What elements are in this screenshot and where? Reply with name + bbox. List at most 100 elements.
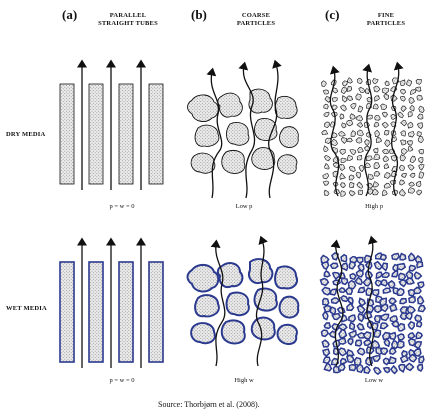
fine-particle xyxy=(364,139,370,146)
fine-particles-dry xyxy=(321,77,425,197)
fine-particle xyxy=(405,277,415,285)
fine-particle xyxy=(400,130,406,137)
fine-particle xyxy=(407,164,415,171)
fine-particle xyxy=(391,269,399,278)
fine-particle xyxy=(407,252,416,262)
fine-particle xyxy=(357,286,366,294)
fine-particle xyxy=(328,330,337,339)
fine-particle xyxy=(358,297,367,307)
fine-particle xyxy=(348,321,356,331)
fine-particle xyxy=(363,339,373,346)
fine-particle xyxy=(355,269,364,278)
flow-arrows-tubes-wet xyxy=(77,237,146,368)
fine-particle xyxy=(322,89,329,95)
row-label-wet: WET MEDIA xyxy=(6,305,47,312)
panel-title-a-line1: PARALLEL xyxy=(109,12,147,19)
fine-particle xyxy=(404,312,413,321)
fine-particle xyxy=(410,89,416,95)
fine-particle xyxy=(373,162,381,170)
fine-particle xyxy=(381,122,389,129)
fine-particle xyxy=(399,252,407,261)
fine-particle xyxy=(409,104,415,112)
fine-particle xyxy=(348,174,355,181)
fine-particle xyxy=(346,85,353,92)
fine-particle xyxy=(399,79,406,86)
fine-particle xyxy=(323,362,333,372)
fine-particle xyxy=(365,88,370,95)
fine-particle xyxy=(348,165,356,172)
fine-particle xyxy=(417,113,424,120)
fine-particle xyxy=(373,153,381,161)
fine-particle xyxy=(408,296,416,304)
fine-particle xyxy=(412,286,422,295)
fine-particle xyxy=(331,271,341,280)
fine-particle xyxy=(331,252,339,261)
fine-particle xyxy=(415,86,422,92)
fine-particle xyxy=(408,264,417,272)
fine-particle xyxy=(339,357,348,365)
flow-paths-coarse-wet xyxy=(210,235,268,367)
fine-particle xyxy=(337,337,347,345)
fine-particle xyxy=(322,356,331,365)
fine-particle xyxy=(373,305,383,314)
fine-particle xyxy=(347,338,354,346)
fine-particle xyxy=(322,297,330,306)
caption-wet-c: Low w xyxy=(364,377,384,384)
fine-particle xyxy=(408,96,415,104)
fine-particle xyxy=(339,294,349,303)
fine-particle xyxy=(400,119,407,127)
panel-title-b-line1: COARSE xyxy=(241,12,271,19)
fine-particle xyxy=(323,304,332,313)
fine-particle xyxy=(383,182,392,189)
fine-particle xyxy=(374,279,383,287)
fine-particle xyxy=(363,145,371,151)
fine-particle xyxy=(407,320,416,331)
caption-dry-c: High p xyxy=(365,203,383,210)
fine-particle xyxy=(404,362,415,372)
fine-particle xyxy=(399,354,409,364)
fine-particle xyxy=(390,113,398,120)
fine-particle xyxy=(344,286,354,295)
fine-particle xyxy=(346,77,353,84)
fine-particle xyxy=(322,173,330,180)
fine-particle xyxy=(380,103,388,111)
fine-particle xyxy=(418,105,425,113)
fine-particle xyxy=(332,162,339,168)
fine-particle xyxy=(398,164,405,171)
fine-particle xyxy=(407,145,414,152)
fine-particle xyxy=(349,149,357,156)
fine-particle xyxy=(401,172,407,178)
fine-particle xyxy=(355,363,365,374)
fine-particle xyxy=(390,94,398,102)
fine-particle xyxy=(415,331,423,340)
fine-particle xyxy=(331,138,338,146)
fine-particles-wet xyxy=(319,252,426,376)
fine-particle xyxy=(372,188,379,196)
fine-particle xyxy=(340,253,348,263)
fine-particle xyxy=(375,271,384,280)
fine-particle xyxy=(381,148,389,155)
fine-particle xyxy=(381,111,388,118)
fine-particle xyxy=(367,173,374,180)
fine-particle xyxy=(397,363,406,373)
fine-particle xyxy=(330,297,341,305)
tubes-wet xyxy=(59,261,164,363)
fine-particle xyxy=(398,279,408,288)
fine-particle xyxy=(374,114,381,121)
fine-particle xyxy=(323,121,331,129)
fine-particle xyxy=(347,154,353,161)
fine-particle xyxy=(355,171,362,179)
fine-particle xyxy=(407,332,416,340)
fine-particle xyxy=(354,276,363,286)
fine-particle xyxy=(340,277,349,286)
fine-particle xyxy=(372,78,379,85)
fine-particle xyxy=(363,365,371,375)
fine-particle xyxy=(414,341,423,350)
fine-particle xyxy=(357,147,364,154)
fine-particle xyxy=(349,272,357,281)
fine-particle xyxy=(329,288,338,296)
fine-particle xyxy=(321,286,332,296)
fine-particle xyxy=(339,163,346,171)
coarse-particles-dry xyxy=(187,88,299,175)
fine-particle xyxy=(398,188,406,197)
